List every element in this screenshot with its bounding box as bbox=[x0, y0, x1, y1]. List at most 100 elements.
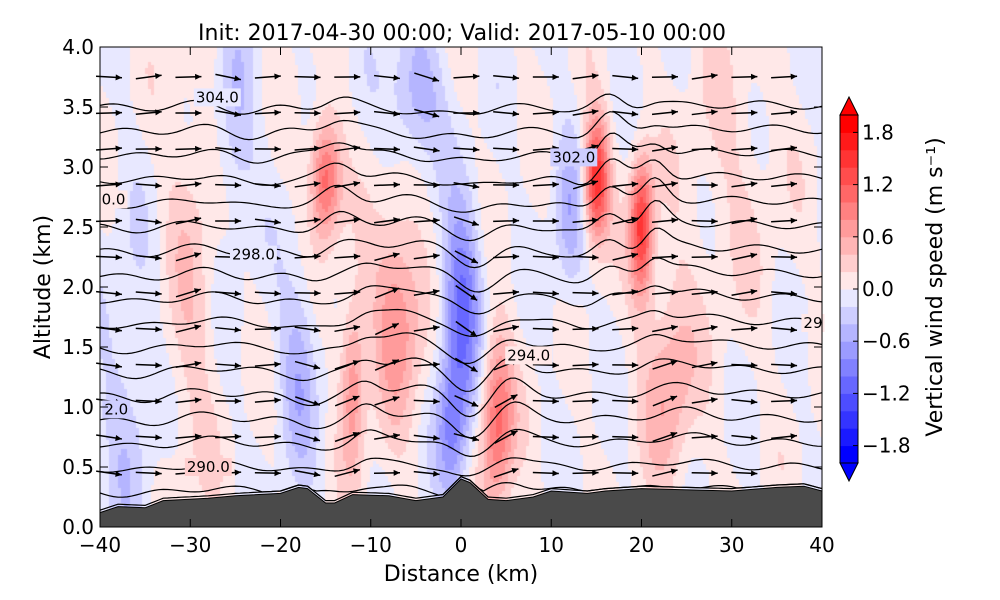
contour-label: 290.0 bbox=[187, 458, 230, 476]
wind-arrow bbox=[453, 146, 480, 153]
contour-label-bg bbox=[505, 346, 553, 365]
colorbar-bin bbox=[840, 167, 858, 186]
wind-arrow bbox=[731, 325, 758, 332]
isentrope-293 bbox=[100, 377, 823, 418]
wind-arrow bbox=[175, 110, 202, 117]
wind-arrow bbox=[731, 288, 758, 296]
wind-arrow bbox=[413, 398, 440, 405]
wind-arrow bbox=[413, 470, 440, 477]
colorbar: 1.8 1.2 0.6 0.0 −0.6 −1.2 −1.8 bbox=[839, 95, 911, 483]
wind-arrow bbox=[254, 397, 281, 404]
wind-arrow bbox=[612, 146, 639, 153]
isentrope-292 bbox=[99, 401, 823, 439]
wind-arrow bbox=[294, 145, 321, 152]
wind-arrow bbox=[455, 285, 478, 301]
wind-arrow bbox=[652, 324, 678, 333]
wind-arrow bbox=[612, 289, 639, 296]
wind-arrow bbox=[374, 359, 400, 371]
contour-label: 2.0 bbox=[104, 400, 128, 418]
wind-arrow bbox=[254, 433, 281, 440]
wind-arrow bbox=[494, 393, 518, 409]
wind-arrow bbox=[651, 289, 678, 296]
wind-arrow bbox=[532, 470, 559, 477]
colorbar-bin bbox=[840, 341, 858, 360]
wind-arrow bbox=[334, 253, 361, 260]
wind-arrow bbox=[493, 468, 519, 478]
colorbar-bin bbox=[840, 236, 858, 255]
y-axis: 0.0 0.5 1.0 1.5 2.0 2.5 3.0 3.5 4.0 bbox=[62, 35, 822, 539]
wind-arrow bbox=[454, 357, 478, 373]
vertical-wind-field bbox=[100, 47, 822, 527]
wind-arrow bbox=[691, 253, 718, 260]
wind-arrow bbox=[612, 434, 639, 441]
y-tick-label: 0.5 bbox=[62, 455, 94, 479]
wind-arrow bbox=[771, 145, 798, 152]
colorbar-bin bbox=[840, 115, 858, 133]
wind-arrow bbox=[532, 434, 559, 441]
isentrope-294 bbox=[99, 357, 823, 392]
y-axis-label: Altitude (km) bbox=[31, 215, 56, 359]
x-axis: −40 −30 −20 −10 0 10 20 30 40 bbox=[79, 47, 835, 557]
wind-arrow bbox=[731, 252, 758, 261]
wind-arrow bbox=[691, 397, 718, 404]
wind-arrow bbox=[175, 181, 202, 188]
wind-arrow bbox=[691, 289, 718, 296]
wind-arrow bbox=[731, 470, 758, 477]
wind-arrow bbox=[493, 217, 520, 224]
colorbar-bin bbox=[840, 184, 858, 203]
wind-vectors bbox=[96, 72, 798, 478]
wind-arrow bbox=[215, 217, 242, 224]
wind-arrow bbox=[612, 362, 639, 369]
wind-arrow bbox=[651, 181, 678, 188]
wind-arrow bbox=[691, 73, 718, 80]
wind-arrow bbox=[215, 398, 242, 405]
colorbar-bin bbox=[840, 393, 858, 412]
wind-arrow bbox=[254, 218, 281, 225]
wind-arrow bbox=[572, 217, 599, 224]
wind-arrow bbox=[254, 109, 281, 116]
wind-arrow bbox=[455, 320, 478, 338]
wind-arrow bbox=[493, 253, 520, 260]
wind-arrow bbox=[373, 74, 400, 81]
wind-arrow bbox=[414, 72, 440, 82]
wind-arrow bbox=[731, 181, 758, 188]
wind-arrow bbox=[135, 326, 162, 333]
wind-arrow bbox=[691, 182, 718, 189]
wind-arrow bbox=[652, 360, 678, 370]
wind-arrow bbox=[334, 468, 361, 478]
colorbar-bin bbox=[840, 323, 858, 342]
wind-arrow bbox=[731, 362, 758, 369]
wind-arrow bbox=[215, 326, 242, 333]
wind-arrow bbox=[493, 182, 520, 189]
y-tick-label: 4.0 bbox=[62, 35, 94, 59]
wind-arrow bbox=[771, 181, 798, 188]
wind-arrow bbox=[254, 361, 281, 368]
wind-arrow bbox=[135, 290, 162, 297]
contour-label-bg bbox=[801, 314, 825, 332]
wind-arrow bbox=[254, 325, 281, 332]
wind-arrow bbox=[135, 434, 162, 441]
colorbar-tick-label: −0.6 bbox=[862, 329, 911, 353]
wind-arrow bbox=[175, 397, 202, 404]
contour-label-bg bbox=[184, 458, 232, 476]
wind-arrow bbox=[413, 325, 440, 332]
wind-arrow bbox=[334, 180, 361, 189]
wind-arrow bbox=[453, 182, 480, 190]
wind-arrow bbox=[493, 110, 520, 117]
wind-arrow bbox=[572, 108, 599, 116]
colorbar-tick-label: −1.2 bbox=[862, 381, 911, 405]
wind-arrow bbox=[771, 362, 798, 369]
wind-arrow bbox=[652, 395, 678, 407]
wind-arrow bbox=[572, 180, 599, 190]
plot-frame bbox=[99, 46, 823, 528]
wind-arrow bbox=[572, 254, 599, 261]
wind-arrow bbox=[334, 145, 361, 152]
wind-arrow bbox=[373, 146, 401, 153]
wind-arrow bbox=[254, 146, 281, 153]
wind-arrow bbox=[493, 289, 520, 296]
wind-arrow bbox=[413, 434, 440, 441]
colorbar-tick-label: 1.2 bbox=[862, 173, 894, 197]
wind-arrow bbox=[771, 290, 798, 297]
colorbar-bin bbox=[840, 132, 858, 151]
